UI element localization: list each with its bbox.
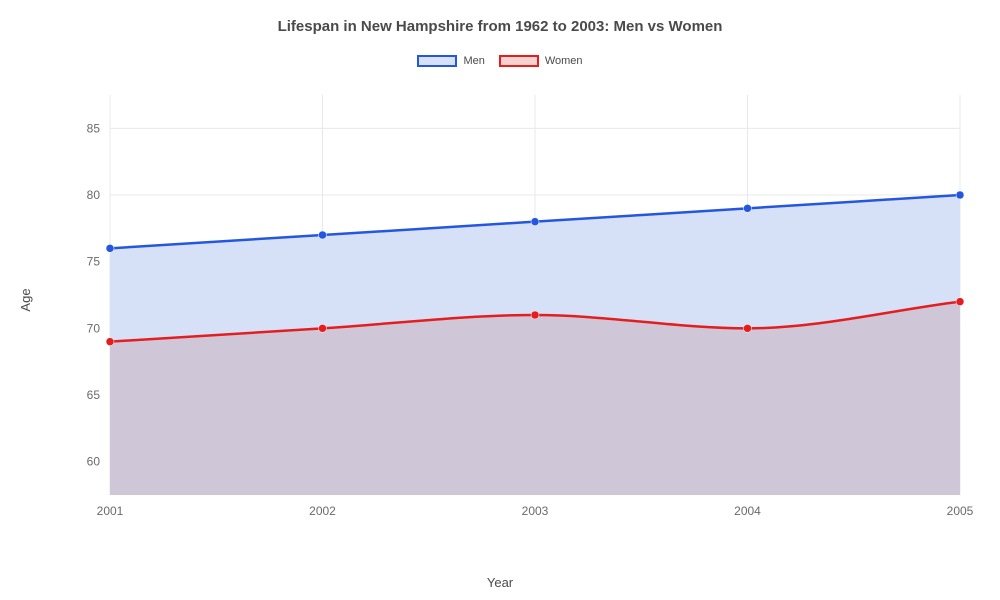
data-point[interactable] <box>956 298 964 306</box>
x-tick-label: 2002 <box>309 504 336 518</box>
y-tick-label: 80 <box>87 188 101 202</box>
legend-swatch <box>417 55 457 67</box>
data-point[interactable] <box>531 218 539 226</box>
chart-container: Lifespan in New Hampshire from 1962 to 2… <box>0 0 1000 600</box>
data-point[interactable] <box>319 231 327 239</box>
legend-item[interactable]: Men <box>417 55 484 67</box>
data-point[interactable] <box>106 338 114 346</box>
plot-area: 2001 2002 2003 2004 2005 60 65 70 75 80 85 <box>60 85 980 540</box>
data-point[interactable] <box>106 244 114 252</box>
data-point[interactable] <box>744 204 752 212</box>
y-tick-label: 65 <box>87 388 101 402</box>
legend-swatch <box>499 55 539 67</box>
legend-label: Men <box>463 55 484 67</box>
legend: Men Women <box>0 55 1000 67</box>
x-tick-label: 2004 <box>734 504 761 518</box>
x-tick-label: 2001 <box>97 504 124 518</box>
data-point[interactable] <box>531 311 539 319</box>
chart-title: Lifespan in New Hampshire from 1962 to 2… <box>0 18 1000 35</box>
y-axis-label: Age <box>18 288 33 311</box>
data-point[interactable] <box>319 324 327 332</box>
x-axis-label: Year <box>0 575 1000 590</box>
data-point[interactable] <box>744 324 752 332</box>
x-tick-label: 2003 <box>522 504 549 518</box>
y-tick-label: 70 <box>87 321 101 335</box>
data-point[interactable] <box>956 191 964 199</box>
y-tick-label: 85 <box>87 121 101 135</box>
x-tick-label: 2005 <box>947 504 974 518</box>
legend-item[interactable]: Women <box>499 55 583 67</box>
y-tick-label: 60 <box>87 455 101 469</box>
y-tick-label: 75 <box>87 255 101 269</box>
legend-label: Women <box>545 55 583 67</box>
